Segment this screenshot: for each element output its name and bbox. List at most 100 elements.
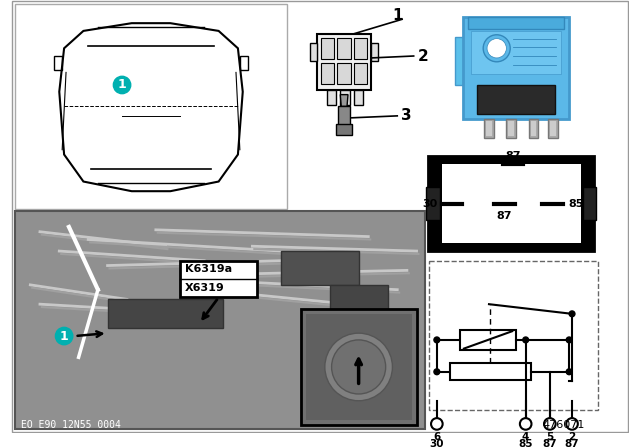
Bar: [354, 38, 367, 59]
Bar: [108, 299, 223, 328]
Circle shape: [434, 337, 440, 343]
Bar: [429, 261, 598, 410]
Bar: [54, 237, 88, 259]
Text: 30: 30: [429, 439, 444, 448]
Bar: [301, 309, 417, 425]
Circle shape: [523, 337, 529, 343]
Bar: [118, 252, 175, 276]
Circle shape: [544, 418, 556, 430]
Text: 5: 5: [546, 431, 554, 442]
Bar: [354, 63, 367, 84]
Circle shape: [487, 39, 506, 58]
Circle shape: [431, 418, 443, 430]
Bar: [263, 294, 320, 345]
Bar: [15, 4, 287, 209]
Bar: [442, 164, 580, 243]
Bar: [180, 261, 257, 297]
Bar: [460, 330, 516, 349]
Text: 2: 2: [417, 48, 428, 64]
Circle shape: [113, 76, 131, 94]
Bar: [195, 224, 284, 280]
Bar: [282, 251, 358, 285]
Text: 87: 87: [506, 151, 521, 161]
Bar: [257, 329, 325, 371]
Bar: [531, 121, 536, 136]
Bar: [340, 90, 350, 105]
Bar: [210, 387, 254, 437]
Bar: [195, 277, 225, 310]
Bar: [237, 348, 307, 389]
Bar: [477, 85, 555, 114]
Bar: [168, 302, 246, 327]
Text: 85: 85: [518, 439, 533, 448]
Text: 87: 87: [543, 439, 557, 448]
Bar: [113, 383, 156, 439]
Bar: [282, 365, 365, 400]
Text: 87: 87: [497, 211, 512, 220]
Text: 476071: 476071: [542, 420, 584, 430]
Text: EO E90 12N55 0004: EO E90 12N55 0004: [20, 420, 120, 430]
Bar: [180, 310, 242, 324]
Bar: [327, 90, 337, 105]
Bar: [321, 38, 335, 59]
Bar: [486, 121, 492, 136]
Text: 85: 85: [568, 199, 584, 209]
Text: 1: 1: [392, 8, 403, 23]
Bar: [468, 17, 564, 29]
Circle shape: [56, 327, 73, 345]
Bar: [293, 328, 326, 383]
Text: 1: 1: [60, 330, 68, 343]
Bar: [168, 278, 253, 313]
Bar: [550, 121, 556, 136]
Bar: [451, 363, 531, 380]
Circle shape: [434, 369, 440, 375]
Bar: [348, 352, 396, 396]
Bar: [77, 296, 113, 332]
Bar: [339, 106, 350, 125]
Bar: [337, 38, 351, 59]
Text: 3: 3: [401, 108, 412, 123]
Bar: [123, 307, 205, 337]
Bar: [275, 302, 349, 329]
Bar: [548, 119, 557, 138]
Bar: [248, 218, 327, 234]
Bar: [323, 336, 400, 356]
Bar: [337, 63, 351, 84]
Bar: [310, 43, 317, 61]
Bar: [240, 375, 291, 404]
Bar: [337, 124, 352, 135]
Circle shape: [566, 418, 578, 430]
Text: 4: 4: [522, 431, 529, 442]
Bar: [582, 187, 596, 220]
Bar: [426, 187, 440, 220]
Bar: [34, 309, 85, 325]
Bar: [305, 314, 412, 420]
Bar: [350, 334, 404, 360]
Bar: [221, 248, 301, 285]
Text: K6319a: K6319a: [185, 264, 232, 275]
Bar: [360, 236, 397, 263]
Bar: [371, 43, 378, 61]
Circle shape: [566, 337, 572, 343]
Text: 87: 87: [564, 439, 579, 448]
Bar: [178, 253, 266, 272]
Bar: [140, 211, 173, 249]
Bar: [16, 335, 96, 371]
Bar: [64, 302, 96, 345]
Bar: [455, 37, 467, 85]
Bar: [231, 334, 278, 349]
Bar: [347, 257, 432, 311]
Bar: [109, 344, 152, 389]
Bar: [428, 156, 595, 251]
Bar: [240, 56, 248, 69]
Bar: [506, 119, 516, 138]
Circle shape: [566, 369, 572, 375]
Bar: [45, 256, 96, 293]
Bar: [529, 119, 538, 138]
Bar: [225, 364, 320, 409]
Bar: [321, 63, 335, 84]
Polygon shape: [340, 95, 348, 106]
Bar: [470, 31, 561, 74]
Bar: [62, 310, 94, 325]
Text: X6319: X6319: [185, 283, 225, 293]
